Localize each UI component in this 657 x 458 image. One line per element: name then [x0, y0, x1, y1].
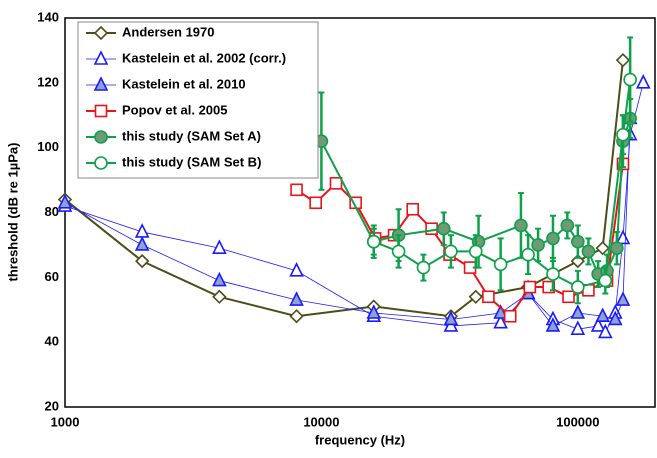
point — [598, 323, 613, 339]
legend: Andersen 1970 Kastelein et al. 2002 (corr… — [77, 21, 319, 179]
point — [546, 231, 560, 246]
point — [610, 241, 624, 255]
legend-marker — [94, 104, 108, 118]
legend-marker — [93, 76, 109, 91]
legend-label: this study (SAM Set A) — [122, 128, 261, 143]
point — [289, 262, 304, 277]
point — [615, 291, 631, 306]
point — [570, 304, 586, 319]
point — [623, 72, 637, 87]
point — [134, 236, 150, 251]
point — [493, 313, 508, 329]
point — [560, 218, 575, 233]
x-axis-title: frequency (Hz) — [315, 432, 405, 447]
y-tick-label: 80 — [45, 204, 59, 219]
legend-box — [77, 21, 319, 179]
point — [521, 247, 535, 262]
point — [571, 234, 585, 249]
point — [503, 309, 517, 323]
point — [581, 244, 596, 259]
point — [615, 53, 631, 68]
point — [289, 309, 304, 324]
point — [135, 253, 150, 269]
y-tick-label: 60 — [45, 269, 59, 284]
x-tick-label: 1000 — [51, 414, 80, 429]
x-tick-label: 10000 — [303, 414, 339, 429]
point — [493, 257, 508, 272]
point — [309, 196, 322, 210]
y-tick-label: 140 — [37, 9, 59, 24]
point — [523, 280, 537, 294]
point — [615, 229, 631, 245]
series — [314, 91, 637, 289]
point — [212, 271, 227, 287]
point — [482, 290, 495, 304]
point — [598, 273, 613, 288]
point — [590, 317, 606, 332]
point — [546, 267, 560, 281]
series-line — [320, 118, 632, 276]
point — [595, 307, 610, 323]
point — [436, 221, 451, 236]
y-axis-title: threshold (dB re 1µPa) — [5, 143, 20, 282]
series — [366, 36, 637, 305]
point — [531, 238, 545, 252]
point — [595, 241, 610, 256]
series-line — [64, 82, 644, 334]
point — [468, 244, 483, 259]
legend-label: Kastelein et al. 2010 — [122, 76, 246, 91]
point — [635, 74, 651, 89]
point — [443, 310, 459, 326]
legend-label: this study (SAM Set B) — [122, 154, 261, 169]
point — [416, 260, 431, 275]
point — [212, 289, 227, 304]
y-tick-label: 40 — [45, 334, 59, 349]
legend-marker — [93, 25, 109, 41]
x-tick-label: 100000 — [556, 414, 599, 429]
point — [514, 218, 528, 233]
point — [290, 183, 303, 197]
point — [425, 222, 438, 236]
legend-label: Andersen 1970 — [122, 24, 215, 39]
point — [493, 304, 508, 319]
point — [57, 193, 73, 209]
y-tick-label: 100 — [37, 139, 59, 154]
point — [616, 127, 630, 142]
point — [366, 304, 382, 319]
y-tick-label: 120 — [37, 74, 59, 89]
point — [468, 289, 483, 304]
point — [329, 177, 343, 190]
point — [444, 244, 458, 259]
point — [212, 239, 227, 254]
point — [366, 234, 381, 249]
legend-marker — [93, 50, 109, 65]
point — [545, 317, 561, 332]
point — [391, 244, 406, 259]
legend-marker — [94, 130, 108, 144]
point — [562, 290, 575, 304]
legend-label: Popov et al. 2005 — [122, 102, 228, 117]
point — [289, 291, 304, 306]
point — [406, 202, 419, 216]
point — [571, 280, 585, 294]
point — [607, 310, 623, 326]
y-tick-label: 20 — [45, 398, 59, 413]
legend-label: Kastelein et al. 2002 (corr.) — [122, 50, 286, 65]
legend-marker — [94, 156, 108, 170]
point — [570, 320, 586, 336]
